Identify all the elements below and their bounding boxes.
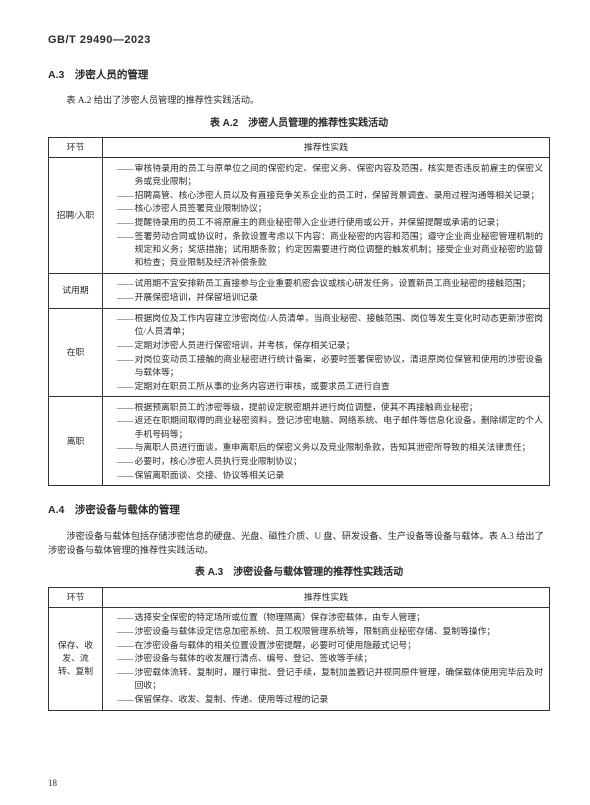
dash-icon: —— xyxy=(109,277,135,290)
practice-item: ——选择安全保密的特定场所或位置（物理隔离）保存涉密载体，由专人管理； xyxy=(109,611,543,624)
dash-icon: —— xyxy=(109,380,135,393)
practice-cell: ——试用期不宜安排新员工直接参与企业重要机密会议或核心研发任务，设置新员工商业秘… xyxy=(103,273,550,308)
practice-text: 在涉密设备与载体的相关位置设置涉密提醒，必要时可使用隐蔽式记号； xyxy=(135,639,543,652)
page-number: 18 xyxy=(48,777,57,791)
table-row: 保存、收发、流转、复制——选择安全保密的特定场所或位置（物理隔离）保存涉密载体，… xyxy=(49,607,550,710)
dash-icon: —— xyxy=(109,441,135,454)
practice-item: ——涉密设备与载体设定信息加密系统、员工权限管理系统等，限制商业秘密存储、复制等… xyxy=(109,625,543,638)
practice-text: 返还在职期间取得的商业秘密资料，登记涉密电脑、网络系统、电子邮件等信息化设备，删… xyxy=(135,414,543,440)
dash-icon: —— xyxy=(109,639,135,652)
practice-cell: ——选择安全保密的特定场所或位置（物理隔离）保存涉密载体，由专人管理；——涉密设… xyxy=(103,607,550,710)
dash-icon: —— xyxy=(109,652,135,665)
section-a3-heading: A.3 涉密人员的管理 xyxy=(48,67,550,83)
practice-text: 招聘高管、核心涉密人员以及有直接竞争关系企业的员工时，保留背景调查、录用过程沟通… xyxy=(135,189,543,202)
practice-text: 选择安全保密的特定场所或位置（物理隔离）保存涉密载体，由专人管理； xyxy=(135,611,543,624)
dash-icon: —— xyxy=(109,455,135,468)
practice-item: ——核心涉密人员签署竞业限制协议； xyxy=(109,202,543,215)
practice-item: ——开展保密培训，并保留培训记录 xyxy=(109,291,543,304)
practice-text: 定期对在职员工所从事的业务内容进行审核，或要求员工进行自查 xyxy=(135,380,543,393)
practice-text: 根据岗位及工作内容建立涉密岗位/人员清单，当商业秘密、接触范围、岗位等发生变化时… xyxy=(135,312,543,338)
phase-cell: 在职 xyxy=(49,308,103,397)
dash-icon: —— xyxy=(109,693,135,706)
dash-icon: —— xyxy=(109,202,135,215)
phase-cell: 试用期 xyxy=(49,273,103,308)
practice-item: ——必要时，核心涉密人员执行竞业限制协议； xyxy=(109,455,543,468)
dash-icon: —— xyxy=(109,230,135,243)
section-a4-intro: 涉密设备与载体包括存储涉密信息的硬盘、光盘、磁性介质、U 盘、研发设备、生产设备… xyxy=(48,529,550,558)
practice-text: 保留保存、收发、复制、传递、使用等过程的记录 xyxy=(135,693,543,706)
phase-cell: 招聘/入职 xyxy=(49,158,103,274)
practice-text: 开展保密培训，并保留培训记录 xyxy=(135,291,543,304)
col-header-phase: 环节 xyxy=(49,587,103,607)
section-a3-intro: 表 A.2 给出了涉密人员管理的推荐性实践活动。 xyxy=(48,93,550,107)
table-row: 环节 推荐性实践 xyxy=(49,587,550,607)
practice-item: ——招聘高管、核心涉密人员以及有直接竞争关系企业的员工时，保留背景调查、录用过程… xyxy=(109,189,543,202)
practice-text: 根据预离职员工的涉密等级，提前设定脱密期并进行岗位调整，使其不再接触商业秘密； xyxy=(135,401,543,414)
practice-item: ——保留离职面谈、交接、协议等相关记录 xyxy=(109,469,543,482)
practice-item: ——签署劳动合同或协议时，条款设置考虑以下内容：商业秘密的内容和范围；遵守企业商… xyxy=(109,230,543,270)
practice-item: ——审核待录用的员工与原单位之间的保密约定、保密义务、保密内容及范围，核实是否违… xyxy=(109,162,543,188)
page: GB/T 29490—2023 A.3 涉密人员的管理 表 A.2 给出了涉密人… xyxy=(0,0,590,805)
practice-item: ——对岗位变动员工接触的商业秘密进行统计备案，必要时签署保密协议，清退原岗位保管… xyxy=(109,353,543,379)
practice-item: ——涉密设备与载体的收发履行清点、编号、登记、签收等手续； xyxy=(109,652,543,665)
practice-text: 与离职人员进行面谈，重申离职后的保密义务以及竞业限制条款，告知其泄密所导致的相关… xyxy=(135,441,543,454)
practice-item: ——返还在职期间取得的商业秘密资料，登记涉密电脑、网络系统、电子邮件等信息化设备… xyxy=(109,414,543,440)
dash-icon: —— xyxy=(109,189,135,202)
practice-cell: ——根据岗位及工作内容建立涉密岗位/人员清单，当商业秘密、接触范围、岗位等发生变… xyxy=(103,308,550,397)
practice-text: 提醒待录用的员工不将原雇主的商业秘密带入企业进行使用或公开，并保留提醒或承诺的记… xyxy=(135,216,543,229)
dash-icon: —— xyxy=(109,339,135,352)
practice-item: ——试用期不宜安排新员工直接参与企业重要机密会议或核心研发任务，设置新员工商业秘… xyxy=(109,277,543,290)
dash-icon: —— xyxy=(109,469,135,482)
dash-icon: —— xyxy=(109,312,135,325)
dash-icon: —— xyxy=(109,162,135,175)
standard-id: GB/T 29490—2023 xyxy=(48,32,550,49)
practice-item: ——涉密载体流转、复制时，履行审批、登记手续，复制加盖戳记并视同原件管理，确保载… xyxy=(109,666,543,692)
practice-cell: ——根据预离职员工的涉密等级，提前设定脱密期并进行岗位调整，使其不再接触商业秘密… xyxy=(103,397,550,486)
practice-text: 涉密载体流转、复制时，履行审批、登记手续，复制加盖戳记并视同原件管理，确保载体使… xyxy=(135,666,543,692)
phase-cell: 保存、收发、流转、复制 xyxy=(49,607,103,710)
practice-item: ——提醒待录用的员工不将原雇主的商业秘密带入企业进行使用或公开，并保留提醒或承诺… xyxy=(109,216,543,229)
practice-text: 保留离职面谈、交接、协议等相关记录 xyxy=(135,469,543,482)
col-header-practice: 推荐性实践 xyxy=(103,587,550,607)
dash-icon: —— xyxy=(109,611,135,624)
dash-icon: —— xyxy=(109,291,135,304)
practice-item: ——根据岗位及工作内容建立涉密岗位/人员清单，当商业秘密、接触范围、岗位等发生变… xyxy=(109,312,543,338)
practice-item: ——与离职人员进行面谈，重申离职后的保密义务以及竞业限制条款，告知其泄密所导致的… xyxy=(109,441,543,454)
dash-icon: —— xyxy=(109,401,135,414)
practice-item: ——定期对在职员工所从事的业务内容进行审核，或要求员工进行自查 xyxy=(109,380,543,393)
table-row: 离职——根据预离职员工的涉密等级，提前设定脱密期并进行岗位调整，使其不再接触商业… xyxy=(49,397,550,486)
practice-text: 对岗位变动员工接触的商业秘密进行统计备案，必要时签署保密协议，清退原岗位保管和使… xyxy=(135,353,543,379)
practice-item: ——保留保存、收发、复制、传递、使用等过程的记录 xyxy=(109,693,543,706)
dash-icon: —— xyxy=(109,216,135,229)
practice-item: ——在涉密设备与载体的相关位置设置涉密提醒，必要时可使用隐蔽式记号； xyxy=(109,639,543,652)
practice-text: 涉密设备与载体的收发履行清点、编号、登记、签收等手续； xyxy=(135,652,543,665)
table-row: 环节 推荐性实践 xyxy=(49,138,550,158)
practice-cell: ——审核待录用的员工与原单位之间的保密约定、保密义务、保密内容及范围，核实是否违… xyxy=(103,158,550,274)
practice-text: 签署劳动合同或协议时，条款设置考虑以下内容：商业秘密的内容和范围；遵守企业商业秘… xyxy=(135,230,543,270)
table-row: 招聘/入职——审核待录用的员工与原单位之间的保密约定、保密义务、保密内容及范围，… xyxy=(49,158,550,274)
section-a4-heading: A.4 涉密设备与载体的管理 xyxy=(48,502,550,518)
dash-icon: —— xyxy=(109,353,135,366)
table-a2-caption: 表 A.2 涉密人员管理的推荐性实践活动 xyxy=(48,116,550,132)
table-row: 在职——根据岗位及工作内容建立涉密岗位/人员清单，当商业秘密、接触范围、岗位等发… xyxy=(49,308,550,397)
practice-text: 核心涉密人员签署竞业限制协议； xyxy=(135,202,543,215)
table-row: 试用期 ——试用期不宜安排新员工直接参与企业重要机密会议或核心研发任务，设置新员工… xyxy=(49,273,550,308)
practice-item: ——定期对涉密人员进行保密培训，并考核，保存相关记录； xyxy=(109,339,543,352)
dash-icon: —— xyxy=(109,414,135,427)
practice-item: ——根据预离职员工的涉密等级，提前设定脱密期并进行岗位调整，使其不再接触商业秘密… xyxy=(109,401,543,414)
col-header-phase: 环节 xyxy=(49,138,103,158)
table-a3: 环节 推荐性实践 保存、收发、流转、复制——选择安全保密的特定场所或位置（物理隔… xyxy=(48,587,550,711)
dash-icon: —— xyxy=(109,625,135,638)
practice-text: 试用期不宜安排新员工直接参与企业重要机密会议或核心研发任务，设置新员工商业秘密的… xyxy=(135,277,543,290)
practice-text: 必要时，核心涉密人员执行竞业限制协议； xyxy=(135,455,543,468)
practice-text: 涉密设备与载体设定信息加密系统、员工权限管理系统等，限制商业秘密存储、复制等操作… xyxy=(135,625,543,638)
col-header-practice: 推荐性实践 xyxy=(103,138,550,158)
table-a3-caption: 表 A.3 涉密设备与载体管理的推荐性实践活动 xyxy=(48,565,550,581)
table-a2: 环节 推荐性实践 招聘/入职——审核待录用的员工与原单位之间的保密约定、保密义务… xyxy=(48,137,550,486)
practice-text: 定期对涉密人员进行保密培训，并考核，保存相关记录； xyxy=(135,339,543,352)
practice-text: 审核待录用的员工与原单位之间的保密约定、保密义务、保密内容及范围，核实是否违反前… xyxy=(135,162,543,188)
phase-cell: 离职 xyxy=(49,397,103,486)
dash-icon: —— xyxy=(109,666,135,679)
